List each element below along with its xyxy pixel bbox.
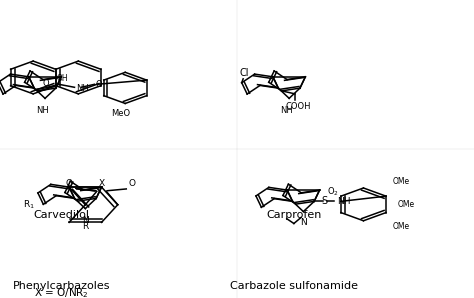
Text: S: S [321,196,328,207]
Text: NH: NH [36,106,49,115]
Text: NH: NH [76,84,89,93]
Text: O: O [128,179,135,188]
Text: NH: NH [337,197,350,206]
Text: X: X [99,179,105,188]
Text: NH: NH [281,106,293,115]
Text: OMe: OMe [392,222,409,232]
Text: N: N [300,218,307,227]
Text: Carvedilol: Carvedilol [34,209,90,220]
Text: R: R [82,222,89,231]
Text: MeO: MeO [111,109,130,118]
Text: Carbazole sulfonamide: Carbazole sulfonamide [230,281,358,291]
Text: R$_1$: R$_1$ [23,198,35,211]
Text: O: O [66,179,73,188]
Text: Phenylcarbazoles: Phenylcarbazoles [13,281,110,291]
Text: OMe: OMe [392,177,409,186]
Text: OMe: OMe [397,200,414,209]
Text: O$_2$: O$_2$ [328,185,339,198]
Text: X = O/NR$_2$: X = O/NR$_2$ [34,287,89,298]
Text: OH: OH [57,74,68,83]
Text: O: O [43,80,49,89]
Text: COOH: COOH [285,102,311,111]
Text: N: N [82,216,89,225]
Text: Carprofen: Carprofen [266,209,321,220]
Text: O: O [95,80,102,89]
Text: Cl: Cl [239,68,249,78]
